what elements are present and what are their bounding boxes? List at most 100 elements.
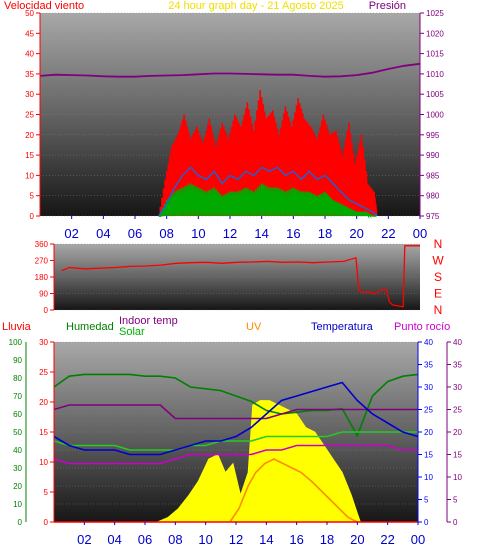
rain-axis-tick-label: 30 [39,338,48,347]
direction-axis-tick-label: 180 [35,273,49,282]
time-axis-tick-label: 16 [289,532,303,547]
temperature-axis-tick-label: 5 [424,496,429,505]
humidity-axis-tick-label: 10 [13,500,22,509]
wind-average-series [158,166,378,217]
dew-axis-tick-label: 0 [453,518,458,527]
humidity-axis-tick-label: 60 [13,410,22,419]
indoor-temp-series [53,404,418,420]
time-axis-tick-label: 04 [96,226,110,241]
uv-series [229,458,358,523]
compass-label: E [434,287,442,301]
humidity-series [53,373,419,438]
solar-temp-series [53,431,418,451]
time-axis-tick-label: 18 [320,532,334,547]
humidity-axis-tick-label: 20 [13,482,22,491]
wind-axis-tick-label: 25 [25,111,34,120]
pressure-axis-tick-label: 1005 [426,90,444,99]
dew-axis-tick-label: 5 [453,496,458,505]
dew-axis-tick-label: 40 [453,338,462,347]
temperature-axis-tick-label: 40 [424,338,433,347]
rain-axis-tick-label: 5 [44,488,49,497]
wind-axis-tick-label: 50 [25,9,34,18]
time-axis-tick-label: 20 [349,226,363,241]
humidity-axis-tick-label: 50 [13,428,22,437]
temperature-axis-tick-label: 0 [424,518,429,527]
pressure-axis-tick-label: 1020 [426,29,444,38]
temperature-label: Temperatura [311,321,374,333]
humidity-axis-tick-label: 70 [13,392,22,401]
wind-direction-series [61,245,420,308]
pressure-title: Presión [369,0,406,12]
dew-axis-tick-label: 25 [453,406,462,415]
wind-axis-tick-label: 5 [30,192,35,201]
compass-label: S [434,270,442,284]
temperature-axis-tick-label: 35 [424,361,433,370]
humidity-axis-tick-label: 40 [13,446,22,455]
solar-radiation-area [156,400,361,523]
solar-label: Solar [119,326,145,338]
time-axis-tick-label: 02 [64,226,78,241]
time-axis-tick-label: 02 [77,532,91,547]
direction-axis-tick-label: 0 [44,306,49,315]
wind-run-series [158,183,377,219]
chart-title: 24 hour graph day - 21 Agosto 2025 [168,0,344,12]
temperature-axis-tick-label: 15 [424,451,433,460]
time-axis-tick-label: 18 [318,226,332,241]
direction-axis-tick-label: 90 [39,290,48,299]
compass-label: N [434,303,443,317]
direction-axis-tick-label: 360 [35,240,49,249]
wind-axis-tick-label: 20 [25,131,34,140]
humidity-label: Humedad [66,321,114,333]
dew-axis-tick-label: 20 [453,428,462,437]
humidity-axis-tick-label: 0 [18,518,23,527]
temperature-axis-tick-label: 10 [424,473,433,482]
time-axis-tick-label: 20 [350,532,364,547]
pressure-axis-tick-label: 1010 [426,70,444,79]
pressure-axis-tick-label: 995 [426,131,440,140]
humidity-axis-tick-label: 90 [13,356,22,365]
pressure-axis-tick-label: 990 [426,151,440,160]
humidity-axis-tick-label: 100 [9,338,23,347]
wind-speed-title: Velocidad viento [4,0,84,12]
wind-axis-tick-label: 30 [25,90,34,99]
dew-point-series [53,444,418,465]
time-axis-tick-label: 10 [198,532,212,547]
pressure-series [39,62,421,78]
rain-axis-tick-label: 0 [44,518,49,527]
time-axis-tick-label: 12 [229,532,243,547]
time-axis-tick-label: 00 [413,226,427,241]
wind-axis-tick-label: 15 [25,151,34,160]
wind-axis-tick-label: 35 [25,70,34,79]
wind-axis-tick-label: 45 [25,29,34,38]
direction-axis-tick-label: 270 [35,257,49,266]
time-axis-tick-label: 06 [138,532,152,547]
time-axis-tick-label: 08 [159,226,173,241]
dew-axis-tick-label: 35 [453,361,462,370]
dew-point-label: Punto rocío [394,321,450,333]
compass-label: N [434,237,443,251]
rain-label: Lluvia [2,321,32,333]
time-axis-tick-label: 00 [411,532,425,547]
pressure-axis-tick-label: 980 [426,192,440,201]
dew-axis-tick-label: 15 [453,451,462,460]
time-axis-tick-label: 04 [107,532,121,547]
temperature-axis-tick-label: 20 [424,428,433,437]
time-axis-tick-label: 08 [168,532,182,547]
pressure-axis-tick-label: 1025 [426,9,444,18]
time-axis-tick-label: 14 [259,532,273,547]
pressure-axis-tick-label: 985 [426,171,440,180]
humidity-axis-tick-label: 30 [13,464,22,473]
pressure-axis-tick-label: 1000 [426,111,444,120]
time-axis-tick-label: 14 [254,226,268,241]
time-axis-tick-label: 10 [191,226,205,241]
indoor-temp-label: Indoor temp [119,315,178,327]
time-axis-tick-label: 16 [286,226,300,241]
dew-axis-tick-label: 30 [453,383,462,392]
time-axis-tick-label: 22 [381,226,395,241]
pressure-axis-tick-label: 1015 [426,50,444,59]
rain-axis-tick-label: 15 [39,428,48,437]
